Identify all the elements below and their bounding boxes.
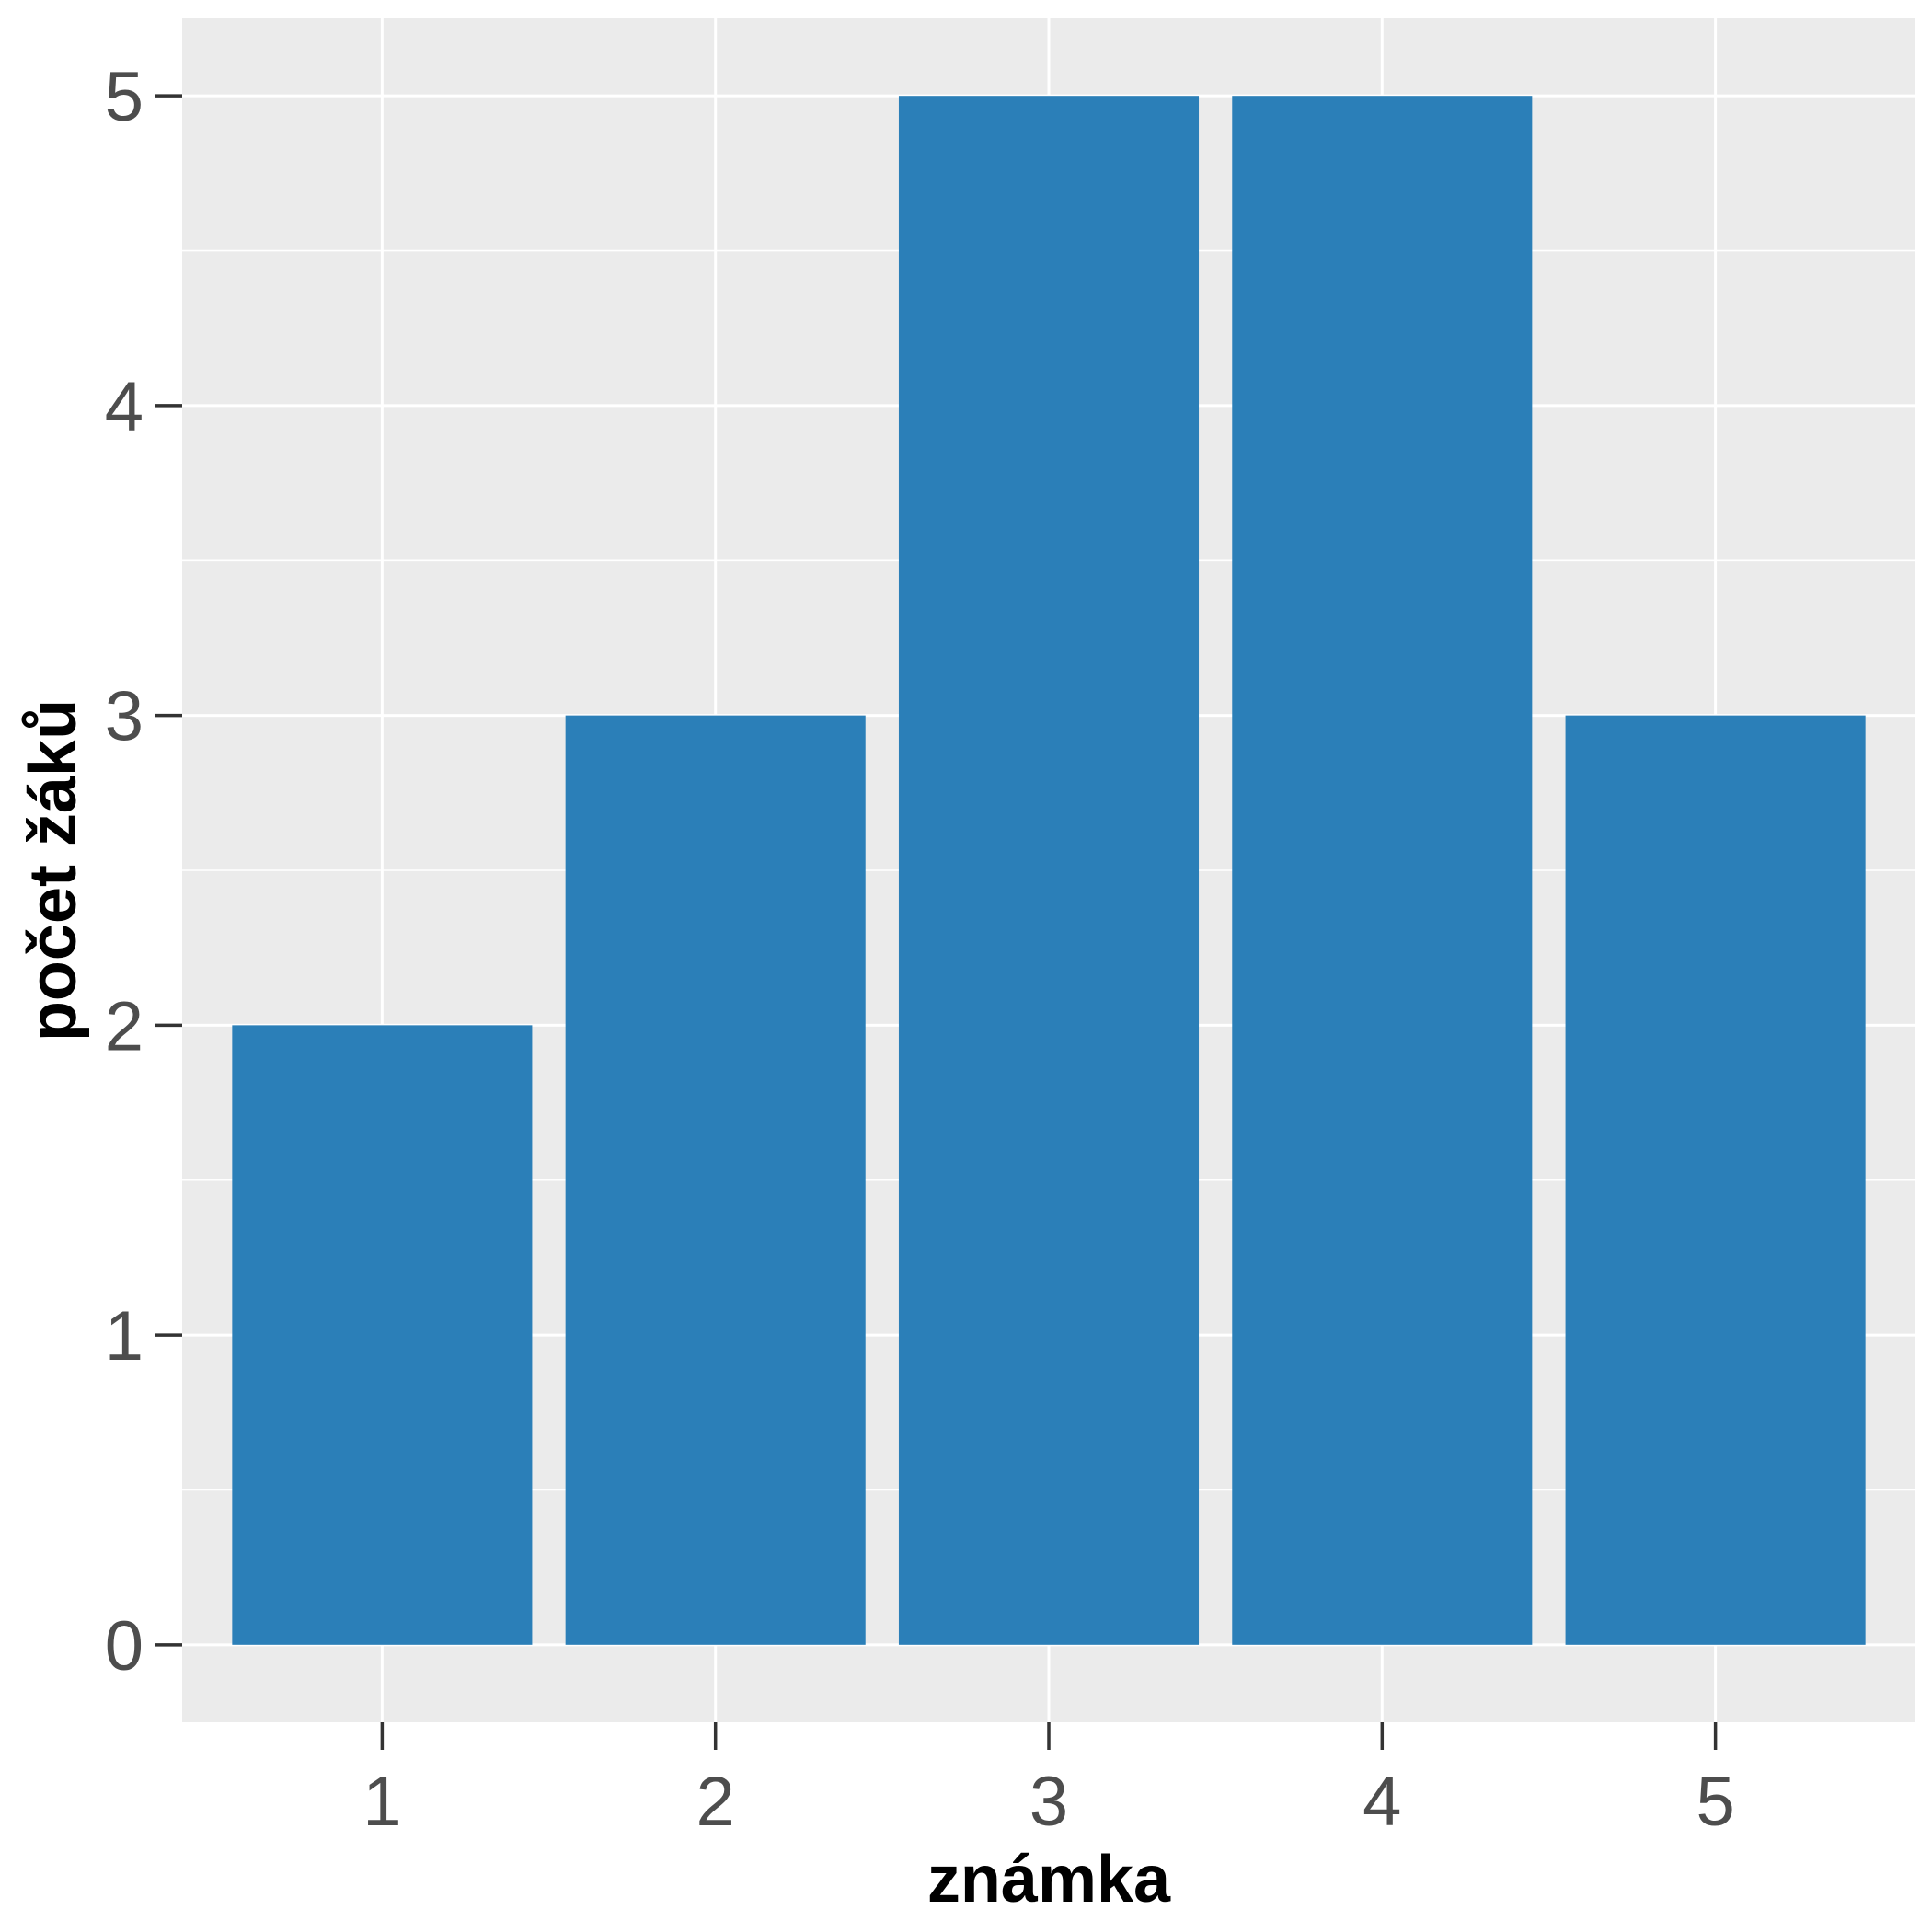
y-tick-label: 5	[105, 58, 144, 136]
y-tick-label: 2	[105, 987, 144, 1065]
bar-4	[1232, 96, 1533, 1645]
bar-2	[565, 715, 866, 1645]
x-tick-label: 2	[696, 1763, 735, 1841]
x-tick-label: 3	[1029, 1763, 1068, 1841]
x-tick-label: 4	[1363, 1763, 1401, 1841]
y-tick-label: 0	[105, 1607, 144, 1685]
y-axis: 0 1 2 3 4 5	[105, 58, 182, 1685]
y-tick-label: 4	[105, 368, 144, 446]
bar-3	[898, 96, 1200, 1645]
x-axis: 1 2 3 4 5	[362, 1722, 1735, 1841]
bar-1	[232, 1025, 533, 1645]
bar-5	[1565, 715, 1866, 1645]
x-axis-title: známka	[927, 1843, 1171, 1916]
bars	[232, 96, 1866, 1645]
x-tick-label: 5	[1696, 1763, 1734, 1841]
x-tick-label: 1	[362, 1763, 401, 1841]
y-tick-label: 1	[105, 1297, 144, 1375]
y-tick-label: 3	[105, 678, 144, 756]
y-axis-title: počet žáků	[17, 699, 90, 1041]
